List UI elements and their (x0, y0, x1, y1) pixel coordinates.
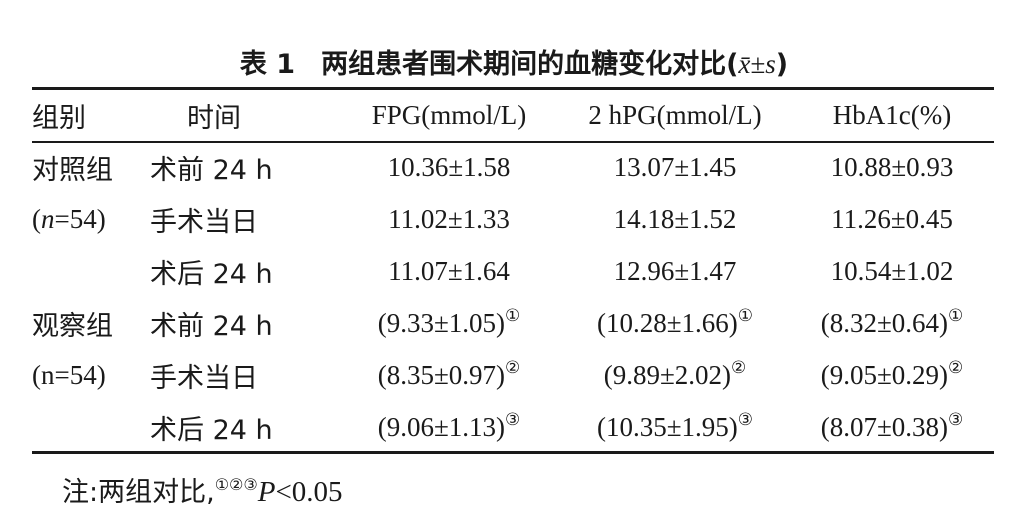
hba1c-cell: 10.54±1.02 (830, 255, 954, 286)
stat-xbar: x̄ (738, 49, 751, 79)
hba1c-cell: (8.32±0.64)① (820, 305, 964, 338)
hpg-cell: (10.28±1.66)① (596, 305, 754, 338)
table-row: (n=54) 手术当日 (8.35±0.97)② (9.89±2.02)② (9… (32, 349, 994, 401)
top-rule (32, 87, 994, 90)
significance-mark: ③ (948, 409, 964, 430)
hpg-cell: 12.96±1.47 (613, 255, 737, 286)
time-cell: 术前 24 h (150, 310, 273, 342)
group-size: (n=54) (32, 359, 106, 390)
time-cell: 术后 24 h (150, 414, 273, 446)
significance-mark: ① (737, 305, 754, 326)
hba1c-cell: 10.88±0.93 (830, 151, 954, 182)
significance-mark: ② (731, 357, 747, 378)
hpg-cell: (9.89±2.02)② (603, 357, 747, 390)
significance-mark: ② (948, 357, 964, 378)
header-fpg: FPG(mmol/L) (371, 99, 527, 130)
table-row: 对照组 术前 24 h 10.36±1.58 13.07±1.45 10.88±… (32, 141, 994, 193)
table-row: 术后 24 h (9.06±1.13)③ (10.35±1.95)③ (8.07… (32, 401, 994, 453)
table-row: 观察组 术前 24 h (9.33±1.05)① (10.28±1.66)① (… (32, 297, 994, 349)
significance-mark: ③ (505, 409, 521, 430)
fpg-cell: (9.33±1.05)① (377, 305, 521, 338)
stat-close: ) (775, 49, 789, 80)
fpg-cell: 11.02±1.33 (388, 203, 510, 234)
table-row: 术后 24 h 11.07±1.64 12.96±1.47 10.54±1.02 (32, 245, 994, 297)
size-open: ( (32, 203, 41, 234)
group-size: (n=54) (32, 193, 150, 245)
table-caption: 两组患者围术期间的血糖变化对比 (321, 49, 727, 80)
bottom-rule (32, 451, 994, 454)
p-threshold: <0.05 (275, 476, 343, 508)
time-cell: 手术当日 (150, 362, 258, 394)
header-row: 组别 时间 FPG(mmol/L) 2 hPG(mmol/L) HbA1c(%) (32, 89, 994, 141)
group-name: 观察组 (32, 310, 113, 342)
header-hba1c: HbA1c(%) (832, 99, 952, 130)
table-footnote: 注:两组对比,①②③P<0.05 (62, 470, 343, 509)
header-group: 组别 (32, 102, 86, 134)
header-rule (32, 141, 994, 143)
time-cell: 手术当日 (150, 206, 258, 238)
hpg-cell: 14.18±1.52 (613, 203, 737, 234)
footnote-prefix: 注:两组对比, (62, 477, 215, 508)
header-hpg: 2 hPG(mmol/L) (588, 99, 762, 130)
hpg-cell: 13.07±1.45 (613, 151, 737, 182)
fpg-cell: (9.06±1.13)③ (377, 409, 521, 442)
hba1c-cell: (8.07±0.38)③ (820, 409, 964, 442)
footnote-marks: ①②③ (214, 475, 258, 494)
table-row: (n=54) 手术当日 11.02±1.33 14.18±1.52 11.26±… (32, 193, 994, 245)
fpg-cell: (8.35±0.97)② (377, 357, 521, 390)
header-time: 时间 (187, 102, 241, 134)
time-cell: 术前 24 h (150, 154, 273, 186)
table-title: 表 1 两组患者围术期间的血糖变化对比(x̄±s) (0, 44, 1028, 85)
stat-s: s (765, 49, 776, 79)
fpg-cell: 11.07±1.64 (388, 255, 510, 286)
significance-mark: ① (948, 305, 964, 326)
p-value: P<0.05 (258, 476, 343, 508)
stat-open: ( (726, 49, 739, 80)
p-symbol: P (257, 476, 276, 508)
time-cell: 术后 24 h (150, 258, 273, 290)
fpg-cell: 10.36±1.58 (387, 151, 511, 182)
hpg-cell: (10.35±1.95)③ (596, 409, 754, 442)
group-name: 对照组 (32, 154, 113, 186)
significance-mark: ③ (737, 409, 754, 430)
stat-pm: ± (750, 49, 766, 79)
significance-mark: ① (505, 305, 521, 326)
glucose-table: 组别 时间 FPG(mmol/L) 2 hPG(mmol/L) HbA1c(%)… (32, 89, 994, 453)
significance-mark: ② (505, 357, 521, 378)
size-rest: =54) (54, 203, 106, 234)
hba1c-cell: (9.05±0.29)② (820, 357, 964, 390)
table-number: 表 1 (239, 49, 296, 80)
size-n: n (41, 203, 55, 234)
hba1c-cell: 11.26±0.45 (831, 203, 953, 234)
